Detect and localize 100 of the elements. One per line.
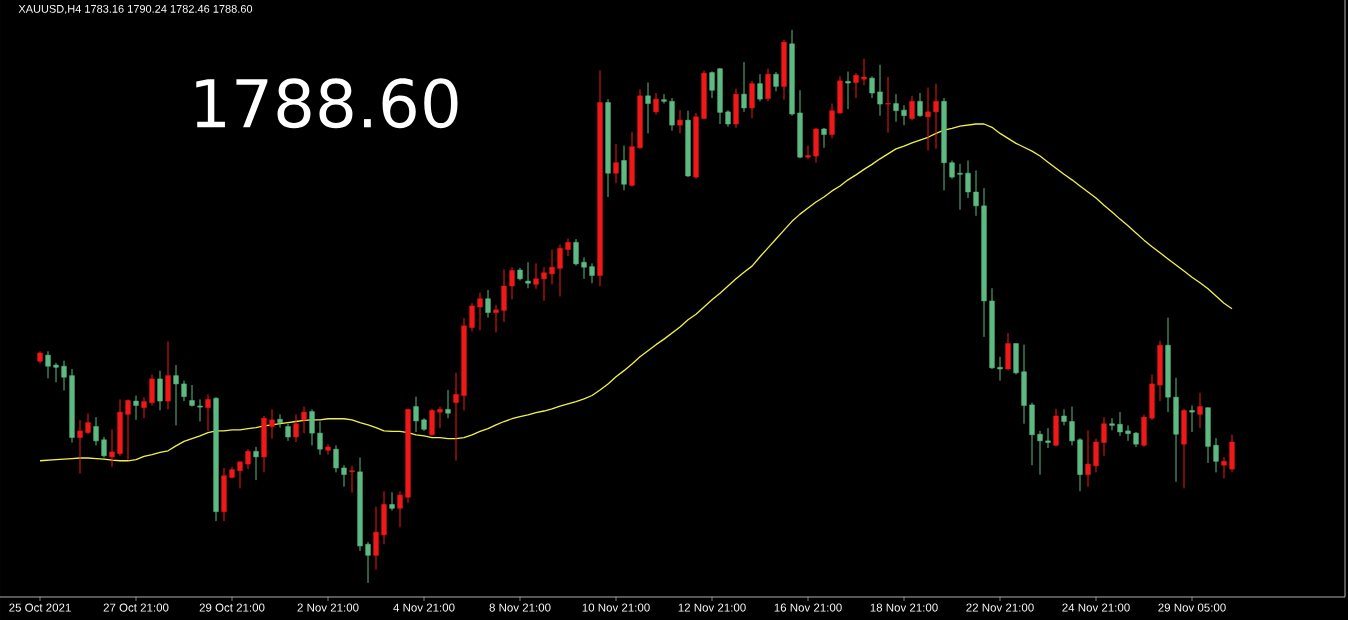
candlestick [613,143,619,184]
candlestick [933,83,939,150]
candlestick [205,393,211,432]
x-tick-label: 8 Nov 21:00 [489,603,551,612]
candlestick [309,408,315,446]
candlestick [741,61,747,113]
candlestick [85,412,91,435]
candlestick [1061,408,1067,426]
candlestick [141,396,147,419]
candlestick [61,360,67,392]
x-tick-label: 2 Nov 21:00 [297,603,359,612]
x-tick-label: 24 Nov 21:00 [1062,603,1130,612]
candlestick [485,289,491,319]
candlestick [301,406,307,434]
candlestick [677,109,683,134]
candlestick [877,64,883,117]
candlestick [1109,417,1115,431]
candlestick [909,95,915,121]
candlestick [445,389,451,419]
candlestick [397,490,403,528]
candlestick [1213,437,1219,473]
candlestick [333,444,339,473]
candlestick [1045,427,1051,449]
candlestick [413,396,419,433]
candlestick [269,408,275,440]
candlestick [93,416,99,446]
candlestick [973,169,979,217]
candlestick [253,446,259,481]
candlestick [389,491,395,512]
candlestick [533,262,539,290]
candlestick [1125,424,1131,442]
x-tick-label: 29 Nov 05:00 [1158,603,1226,612]
candlestick [293,413,299,443]
candlestick [581,256,587,280]
candlestick [1117,411,1123,437]
candlestick [101,436,107,458]
candlestick [573,238,579,267]
candlestick [181,380,187,402]
candlestick [549,249,555,285]
candlestick [709,70,715,99]
candlestick [1093,438,1099,473]
candlestick [869,75,875,99]
candlestick [957,163,963,211]
candlestick [805,145,811,160]
candlestick [565,237,571,257]
candlestick [893,93,899,123]
candlestick [149,374,155,406]
candlestick [525,261,531,289]
candlestick [477,292,483,331]
candlestick [469,302,475,332]
candlestick [133,395,139,421]
candlestick [125,398,131,461]
candlestick [557,244,563,298]
candlestick [453,372,459,462]
x-tick-label: 29 Oct 21:00 [199,603,265,612]
candlestick [645,82,651,134]
candlestick [437,406,443,429]
candlestick [949,159,955,180]
candlestick [157,370,163,411]
candlestick [277,413,283,429]
candlestick [509,266,515,300]
x-tick-label: 25 Oct 2021 [9,603,71,612]
candlestick [845,70,851,110]
x-tick-label: 4 Nov 21:00 [393,603,455,612]
candlestick [1189,404,1195,433]
annotation: 1788.60 [196,78,458,129]
candlestick [541,266,547,302]
candlestick [997,356,1003,382]
candlestick [237,460,243,489]
candlestick [1085,429,1091,488]
candlestick [917,92,923,118]
candlestick [773,71,779,92]
candlestick [189,384,195,408]
candlestick [317,421,323,456]
candlestick [1069,406,1075,446]
candlestick [901,104,907,126]
candlestick [493,304,499,333]
candlestick [885,76,891,134]
candlestick [757,73,763,102]
x-tick-label: 10 Nov 21:00 [582,603,650,612]
candlestick [325,443,331,456]
candlestick [621,145,627,191]
x-tick-label: 22 Nov 21:00 [966,603,1034,612]
candlestick [853,72,859,99]
candlestick [965,159,971,199]
candlestick [1197,392,1203,429]
candlestick [245,448,251,470]
candlestick [197,398,203,423]
chart-title: XAUUSD,H4 1783.16 1790.24 1782.46 1788.60 [18,4,253,15]
candlestick [373,506,379,571]
candlestick [669,97,675,132]
candlestick [365,541,371,584]
candlestick [1101,416,1107,457]
x-tick-label: 12 Nov 21:00 [678,603,746,612]
x-tick-label: 16 Nov 21:00 [774,603,842,612]
candlestick [661,93,667,105]
x-tick-label: 18 Nov 21:00 [870,603,938,612]
candlestick [653,92,659,116]
candlestick [925,87,931,152]
candlestick [341,464,347,488]
